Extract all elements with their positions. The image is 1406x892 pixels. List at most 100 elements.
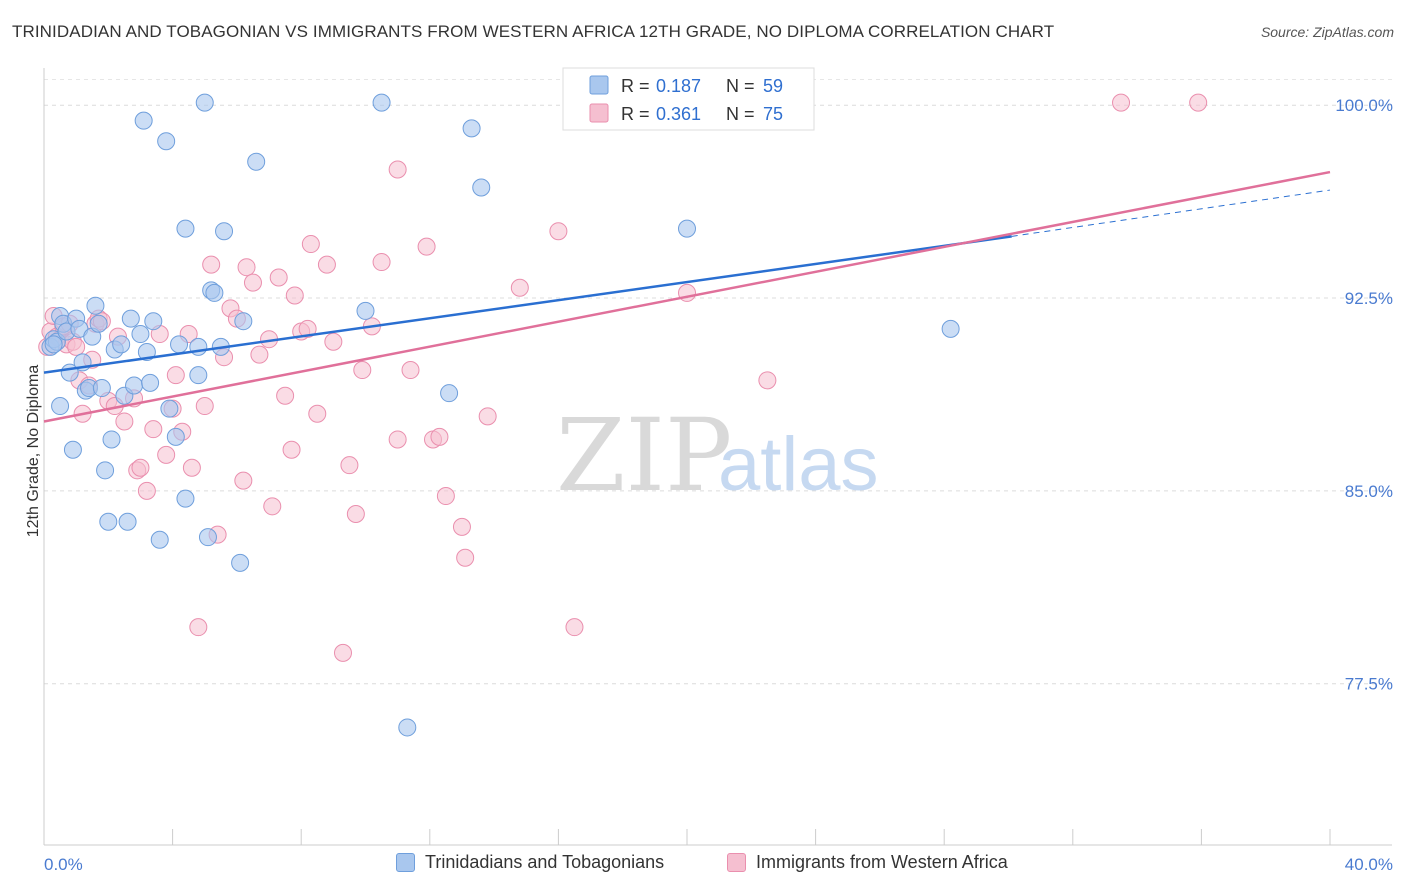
data-point-western-africa: [301, 235, 320, 254]
legend-n-value-1: 59: [763, 76, 783, 96]
data-point-western-africa: [565, 618, 584, 637]
legend-n-value-2: 75: [763, 104, 783, 124]
data-point-trinidadian: [144, 312, 163, 331]
series-western-africa: [38, 93, 1208, 662]
data-point-trinidadian: [170, 335, 189, 354]
data-point-trinidadian: [678, 219, 696, 238]
legend-swatch-blue: [589, 75, 609, 95]
trend-line-western-africa: [43, 170, 1331, 423]
data-point-trinidadian: [102, 430, 121, 449]
data-point-western-africa: [758, 371, 777, 390]
trend-lines: [43, 170, 1331, 423]
data-point-trinidadian: [166, 427, 185, 446]
data-point-trinidadian: [141, 373, 160, 392]
data-point-trinidadian: [472, 178, 491, 197]
data-point-trinidadian: [96, 461, 115, 480]
data-point-western-africa: [137, 481, 156, 500]
data-point-western-africa: [417, 237, 436, 256]
data-point-trinidadian: [231, 553, 250, 572]
data-point-western-africa: [478, 407, 497, 426]
y-tick-label: 77.5%: [1345, 675, 1393, 694]
data-point-western-africa: [308, 404, 327, 423]
data-point-western-africa: [282, 440, 301, 459]
data-point-trinidadian: [462, 119, 481, 138]
data-point-western-africa: [234, 471, 253, 490]
data-point-western-africa: [157, 445, 176, 464]
data-point-trinidadian: [440, 384, 459, 403]
data-point-western-africa: [243, 273, 262, 292]
data-point-trinidadian: [247, 152, 266, 171]
data-point-western-africa: [430, 427, 449, 446]
data-point-western-africa: [195, 397, 214, 416]
data-point-trinidadian: [198, 528, 217, 547]
y-tick-label: 92.5%: [1345, 289, 1393, 308]
axes: [43, 68, 1392, 846]
data-point-western-africa: [189, 618, 208, 637]
data-point-western-africa: [131, 458, 150, 477]
data-point-western-africa: [166, 366, 185, 385]
data-point-trinidadian: [160, 399, 179, 418]
legend-swatch-pink: [589, 103, 609, 123]
data-point-trinidadian: [86, 296, 105, 315]
data-point-trinidadian: [63, 440, 82, 459]
legend-label-western-africa: Immigrants from Western Africa: [756, 852, 1008, 872]
data-point-western-africa: [237, 258, 256, 277]
data-point-trinidadian: [134, 111, 153, 130]
y-axis-label: 12th Grade, No Diploma: [25, 365, 42, 538]
data-point-western-africa: [317, 255, 336, 274]
data-point-trinidadian: [44, 335, 63, 354]
data-point-trinidadian: [112, 335, 131, 354]
y-tick-label: 85.0%: [1345, 482, 1393, 501]
legend-item-trinidadian: Trinidadians and Tobagonians: [396, 852, 664, 873]
data-point-western-africa: [346, 505, 365, 524]
legend-item-western-africa: Immigrants from Western Africa: [727, 852, 1008, 873]
data-point-western-africa: [436, 487, 455, 506]
chart-title: TRINIDADIAN AND TOBAGONIAN VS IMMIGRANTS…: [12, 22, 1055, 41]
x-tick-label-min: 0.0%: [44, 855, 83, 874]
data-point-western-africa: [250, 345, 269, 364]
data-point-trinidadian: [176, 489, 195, 508]
data-point-trinidadian: [398, 718, 417, 737]
legend: R = 0.187 N = 59 R = 0.361 N = 75: [562, 67, 815, 131]
data-point-western-africa: [202, 255, 221, 274]
data-point-trinidadian: [195, 93, 214, 112]
data-point-trinidadian: [89, 314, 108, 333]
data-point-western-africa: [388, 430, 407, 449]
data-point-trinidadian: [356, 301, 375, 320]
y-tick-label: 100.0%: [1335, 96, 1393, 115]
tick-labels: 77.5% 85.0% 92.5% 100.0% 0.0% 40.0%: [44, 96, 1393, 874]
data-point-western-africa: [324, 332, 343, 351]
data-point-western-africa: [67, 337, 86, 356]
legend-r-value-2: 0.361: [656, 104, 701, 124]
legend-n-label-2: N =: [726, 104, 755, 124]
data-point-trinidadian: [125, 376, 144, 395]
data-point-trinidadian: [92, 379, 111, 398]
data-point-trinidadian: [189, 366, 208, 385]
data-point-western-africa: [452, 517, 471, 536]
data-point-trinidadian: [234, 312, 253, 331]
legend-n-label-1: N =: [726, 76, 755, 96]
data-point-trinidadian: [941, 319, 960, 338]
data-point-trinidadian: [205, 283, 224, 302]
data-point-trinidadian: [131, 325, 150, 344]
data-point-western-africa: [298, 319, 317, 338]
series-trinidadian: [41, 93, 960, 737]
watermark-atlas: atlas: [718, 422, 879, 507]
data-point-western-africa: [340, 456, 359, 475]
data-point-western-africa: [388, 160, 407, 179]
data-point-western-africa: [285, 286, 304, 305]
data-point-trinidadian: [215, 222, 234, 241]
data-point-trinidadian: [150, 530, 169, 549]
data-point-western-africa: [182, 458, 201, 477]
data-point-western-africa: [456, 548, 475, 567]
legend-r-label-1: R =: [621, 76, 650, 96]
legend-r-value-1: 0.187: [656, 76, 701, 96]
source-label: Source: ZipAtlas.com: [1260, 24, 1394, 40]
legend-r-label-2: R =: [621, 104, 650, 124]
legend-swatch-pink-bottom: [727, 853, 746, 872]
data-point-western-africa: [333, 643, 352, 662]
data-point-trinidadian: [372, 93, 391, 112]
legend-swatch-blue-bottom: [396, 853, 415, 872]
trend-line-trinidadian-extension: [1011, 189, 1331, 237]
